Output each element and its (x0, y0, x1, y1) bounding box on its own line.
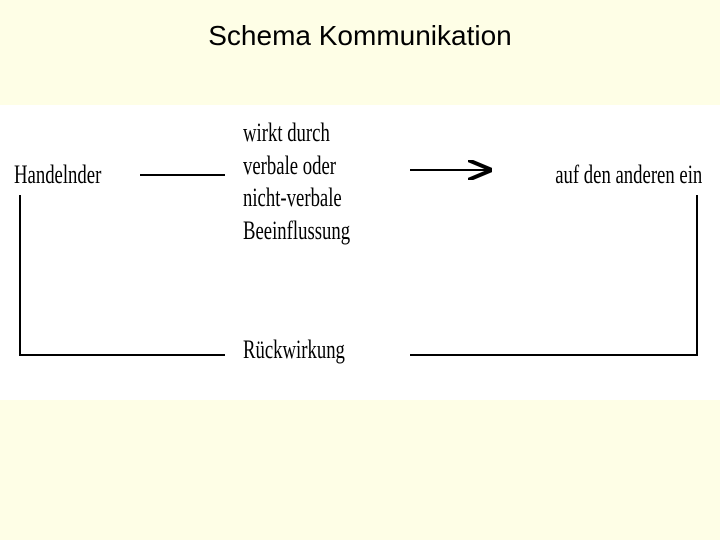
edge-actor-down (20, 195, 225, 355)
edge-target-down (410, 195, 697, 355)
diagram-edges (0, 105, 720, 400)
node-target: auf den anderen ein (555, 160, 702, 190)
diagram-title: Schema Kommunikation (0, 20, 720, 52)
node-feedback: Rückwirkung (243, 335, 345, 365)
diagram-panel: Handelnder wirkt durch verbale oder nicht… (0, 105, 720, 400)
node-means: wirkt durch verbale oder nicht-verbale B… (243, 117, 350, 247)
node-actor: Handelnder (14, 160, 101, 190)
